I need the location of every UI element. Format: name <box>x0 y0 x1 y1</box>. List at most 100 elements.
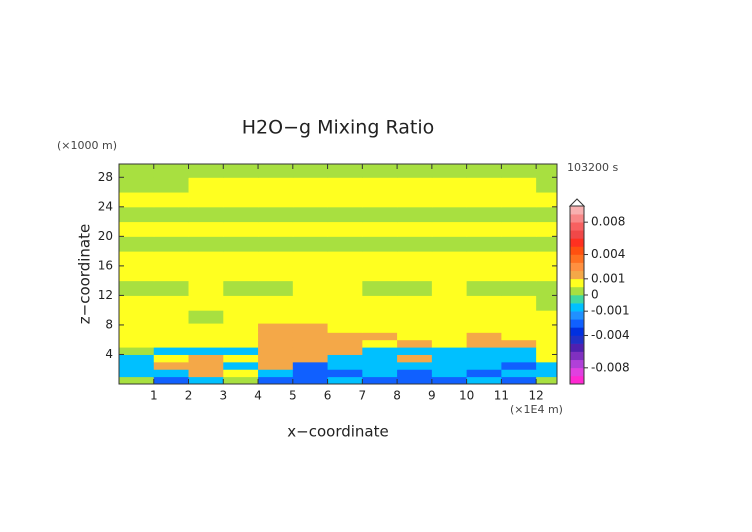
field-cell <box>327 265 363 282</box>
y-unit: (×1000 m) <box>57 139 117 152</box>
field-cell <box>223 361 259 370</box>
field-cell <box>501 206 537 223</box>
field-cell <box>292 332 329 341</box>
field-cell <box>119 310 155 324</box>
field-cell <box>431 295 468 311</box>
field-cell <box>223 192 259 208</box>
field-cell <box>327 177 363 193</box>
x-axis-label: x−coordinate <box>287 423 388 441</box>
field-cell <box>327 236 363 252</box>
field-cell <box>362 221 398 237</box>
field-cell <box>466 332 502 341</box>
field-cell <box>431 347 468 355</box>
field-cell <box>153 280 190 296</box>
y-tick-label: 4 <box>105 347 113 361</box>
field-cell <box>431 354 468 363</box>
field-cell <box>536 177 557 193</box>
field-cell <box>397 354 433 363</box>
field-cell <box>362 295 398 311</box>
field-cell <box>258 339 294 348</box>
field-cell <box>223 177 259 193</box>
field-cell <box>536 310 557 324</box>
field-cell <box>188 376 224 384</box>
field-cell <box>536 369 557 378</box>
field-cell <box>466 347 502 355</box>
x-tick-label: 12 <box>529 389 544 403</box>
field-cell <box>258 332 294 341</box>
colorbar-tick-label: 0 <box>591 288 599 302</box>
field-cell <box>536 323 557 333</box>
field-cell <box>431 310 468 324</box>
field-cell <box>501 265 537 282</box>
field-cell <box>327 295 363 311</box>
field-cell <box>223 376 259 384</box>
colorbar-arrow <box>568 198 586 207</box>
field-cell <box>397 280 433 296</box>
field-cell <box>362 323 398 333</box>
x-tick-label: 5 <box>289 389 297 403</box>
field-cell <box>258 361 294 370</box>
colorbar-tick-label: 0.001 <box>591 271 625 285</box>
field-cell <box>292 265 329 282</box>
field-cell <box>397 310 433 324</box>
field-cell <box>327 339 363 348</box>
field-cell <box>153 361 190 370</box>
field-cell <box>119 369 155 378</box>
field-cell <box>188 354 224 363</box>
field-cell <box>536 265 557 282</box>
field-cell <box>362 369 398 378</box>
field-cell <box>258 164 294 178</box>
field-cell <box>188 265 224 282</box>
colorbar-band <box>570 270 584 280</box>
field-cell <box>536 236 557 252</box>
field-cell <box>466 164 502 178</box>
field-cell <box>292 376 329 384</box>
field-cell <box>327 354 363 363</box>
field-cell <box>397 221 433 237</box>
colorbar-band <box>570 311 584 320</box>
y-tick-label: 16 <box>98 258 113 272</box>
field-cell <box>327 369 363 378</box>
time-label: 103200 s <box>567 161 618 174</box>
field-cell <box>431 221 468 237</box>
x-tick-label: 4 <box>254 389 262 403</box>
field-cell <box>536 164 557 178</box>
field-cell <box>119 361 155 370</box>
colorbar-band <box>570 303 584 312</box>
colorbar-tick-label: 0.004 <box>591 247 625 261</box>
x-tick-label: 10 <box>459 389 474 403</box>
colorbar-band <box>570 230 584 239</box>
field-cell <box>431 323 468 333</box>
field-cell <box>501 221 537 237</box>
field-cell <box>501 177 537 193</box>
field-cell <box>536 332 557 341</box>
field-cell <box>327 221 363 237</box>
field-cell <box>188 361 224 370</box>
field-cell <box>466 206 502 223</box>
plot-frame <box>118 163 558 385</box>
field-cell <box>327 376 363 384</box>
x-tick-label: 6 <box>324 389 332 403</box>
field-cell <box>501 339 537 348</box>
y-axis-label: z−coordinate <box>76 224 94 324</box>
field-cell <box>466 361 502 370</box>
field-cell <box>119 177 155 193</box>
field-cell <box>431 236 468 252</box>
y-tick-label: 8 <box>105 317 113 331</box>
field-cell <box>223 251 259 267</box>
field-cell <box>292 310 329 324</box>
field-cell <box>362 265 398 282</box>
colorbar-band <box>570 286 584 296</box>
field-cell <box>466 236 502 252</box>
colorbar-band <box>570 254 584 263</box>
field-cell <box>327 361 363 370</box>
field-cell <box>153 295 190 311</box>
field-cell <box>188 177 224 193</box>
field-cell <box>292 323 329 333</box>
colorbar-band <box>570 335 584 344</box>
field-cell <box>153 251 190 267</box>
x-tick-label: 8 <box>393 389 401 403</box>
colorbar-band <box>570 343 584 352</box>
field-cell <box>292 206 329 223</box>
